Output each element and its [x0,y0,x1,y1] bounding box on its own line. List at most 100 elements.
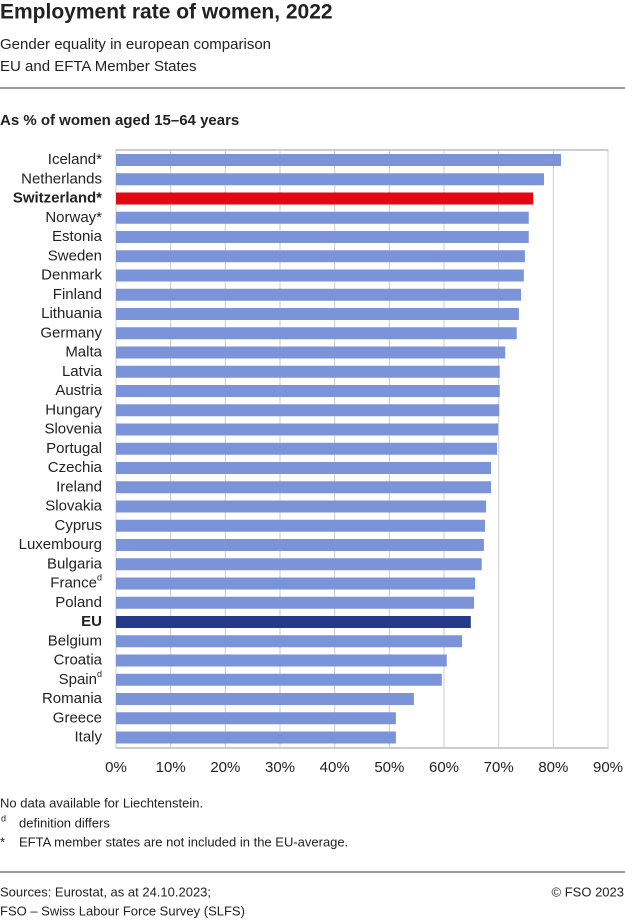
note: EFTA member states are not included in t… [19,834,348,849]
y-tick-label: Spaind [59,669,102,688]
x-tick-label: 90% [593,759,623,776]
y-tick-label: Norway* [45,209,102,226]
y-tick-label: Latvia [62,363,103,380]
bar [116,673,442,686]
y-tick-label: Greece [53,709,102,726]
y-tick-label: Denmark [41,266,102,283]
y-tick-label: Switzerland* [13,189,102,206]
y-tick-label: Slovakia [45,497,102,514]
bar [116,462,492,474]
bar [116,442,498,455]
y-tick-label: Poland [55,594,102,611]
y-tick-label: EU [81,613,102,630]
bar [116,616,471,628]
bar [116,308,519,320]
y-tick-label: Czechia [48,459,103,476]
y-tick-label: Slovenia [44,420,102,437]
y-tick-label: Germany [40,324,102,341]
note-mark: d [1,813,6,823]
y-tick-label: Estonia [52,228,103,245]
bar [116,731,396,744]
y-tick-label: Greece [53,709,102,726]
footnote-mark: d [97,669,102,679]
bar [116,346,506,359]
y-tick-label: Sweden [48,247,102,264]
source: Sources: Eurostat, as at 24.10.2023; [0,884,211,899]
x-tick-label: 40% [320,759,350,776]
bar [116,288,522,301]
y-tick-label: Iceland* [48,151,102,168]
y-tick-label: Ireland [56,478,102,495]
y-tick-label: Czechia [48,459,103,476]
subtitle: EU and EFTA Member States [0,58,196,75]
bar [116,539,484,551]
y-tick-label: Bulgaria [47,555,103,572]
y-tick-label: Belgium [48,632,102,649]
y-tick-label: Croatia [54,651,103,668]
y-tick-label: Denmark [41,266,102,283]
y-tick-label: Finland [53,286,102,303]
y-tick-label: Finland [53,286,102,303]
y-tick-label: Switzerland* [13,189,102,206]
y-tick-label: Ireland [56,478,102,495]
x-tick-label: 30% [265,759,295,776]
y-tick-label: Romania [42,690,103,707]
y-tick-label: Malta [65,343,102,360]
bar [116,192,534,205]
y-tick-label: Austria [55,382,102,399]
x-tick-label: 20% [210,759,240,776]
y-tick-label: Italy [74,728,102,745]
bar [116,423,499,436]
y-tick-label: Lithuania [41,305,103,322]
axis-label: As % of women aged 15–64 years [0,112,239,129]
x-tick-label: 50% [374,759,404,776]
bar [116,327,517,340]
y-tick-label: Netherlands [21,170,102,187]
y-tick-label: Slovenia [44,420,102,437]
note: definition differs [19,815,110,830]
source: FSO – Swiss Labour Force Survey (SLFS) [0,903,245,918]
bar [116,481,492,494]
y-tick-label: Austria [55,382,102,399]
bar [116,250,525,263]
y-tick-label: Norway* [45,209,102,226]
y-tick-label: Spain [59,671,97,688]
y-tick-label: Belgium [48,632,102,649]
y-tick-label: Hungary [45,401,102,418]
y-tick-label: Netherlands [21,170,102,187]
y-tick-label: Germany [40,324,102,341]
y-tick-label: Lithuania [41,305,103,322]
note: No data available for Liechtenstein. [0,795,203,810]
y-tick-label: Franced [50,573,102,592]
y-tick-label: France [50,574,97,591]
y-tick-label: Portugal [46,440,102,457]
y-tick-label: Cyprus [54,517,102,534]
y-tick-label: EU [81,613,102,630]
bar [116,154,561,166]
chart-title: Employment rate of women, 2022 [0,1,333,24]
bar [116,596,475,609]
y-tick-label: Estonia [52,228,103,245]
y-tick-label: Iceland* [48,151,102,168]
bar [116,173,545,186]
y-tick-label: Luxembourg [19,536,102,553]
bar [116,500,487,513]
y-tick-label: Portugal [46,440,102,457]
y-tick-label: Italy [74,728,102,745]
y-tick-label: Poland [55,594,102,611]
bar [116,635,463,648]
bar [116,211,529,224]
y-tick-label: Sweden [48,247,102,264]
bar [116,577,476,590]
x-tick-label: 0% [105,759,127,776]
footnote-mark: d [97,573,102,583]
bar [116,231,529,243]
y-tick-label: Bulgaria [47,555,103,572]
bar [116,693,414,705]
y-tick-label: Slovakia [45,497,102,514]
bar [116,519,485,532]
x-tick-label: 70% [484,759,514,776]
bar [116,404,500,417]
y-tick-label: Hungary [45,401,102,418]
